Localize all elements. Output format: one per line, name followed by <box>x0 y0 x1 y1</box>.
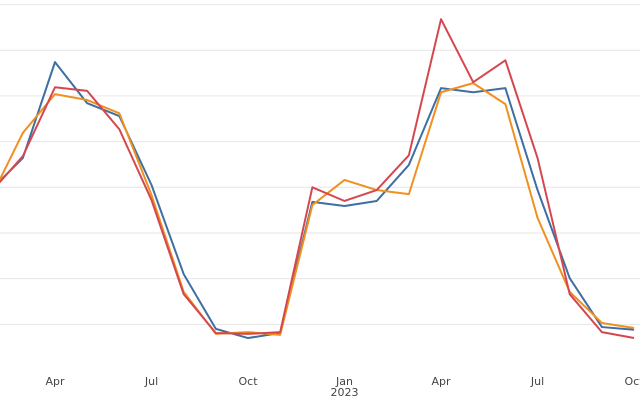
x-tick-label: Oct <box>239 375 259 388</box>
x-tick-label: Oct <box>625 375 640 388</box>
series-line <box>0 61 635 340</box>
x-tick-label: Jul <box>144 375 158 388</box>
grid <box>0 4 640 325</box>
x-tick-label: Apr <box>432 375 452 388</box>
series-line <box>0 82 635 336</box>
x-tick-label: Jan <box>335 375 353 388</box>
x-tick-label: Jul <box>530 375 544 388</box>
x-tick-sublabel: 2023 <box>331 386 359 399</box>
lines <box>0 18 635 340</box>
x-tick-label: Apr <box>45 375 65 388</box>
series-line <box>0 18 635 340</box>
